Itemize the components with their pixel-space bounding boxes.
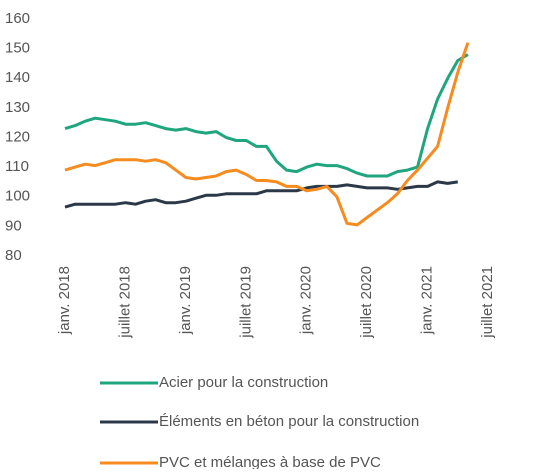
y-tick-label: 140 — [5, 69, 30, 86]
y-tick-label: 120 — [5, 128, 30, 145]
y-tick-label: 150 — [5, 40, 30, 57]
y-tick-label: 160 — [5, 10, 30, 27]
y-tick-label: 110 — [5, 158, 29, 175]
series-line — [64, 42, 470, 227]
x-tick-label: juillet 2021 — [479, 266, 496, 339]
x-tick-label: juillet 2020 — [358, 266, 375, 339]
x-tick-label: janv. 2021 — [419, 266, 436, 335]
x-tick-label: janv. 2019 — [177, 266, 194, 335]
x-tick-label: juillet 2019 — [237, 266, 254, 339]
y-tick-label: 80 — [5, 247, 22, 264]
y-tick-label: 130 — [5, 99, 30, 116]
x-tick-label: janv. 2020 — [298, 266, 315, 335]
legend-label: Éléments en béton pour la construction — [159, 413, 419, 430]
series-line — [64, 53, 469, 178]
x-tick-label: janv. 2018 — [56, 266, 73, 335]
y-tick-label: 90 — [5, 217, 22, 234]
y-tick-label: 100 — [5, 188, 30, 205]
x-tick-label: juillet 2018 — [116, 266, 133, 339]
legend-label: PVC et mélanges à base de PVC — [159, 454, 381, 469]
legend-label: Acier pour la construction — [159, 374, 328, 391]
series-line — [64, 180, 459, 209]
